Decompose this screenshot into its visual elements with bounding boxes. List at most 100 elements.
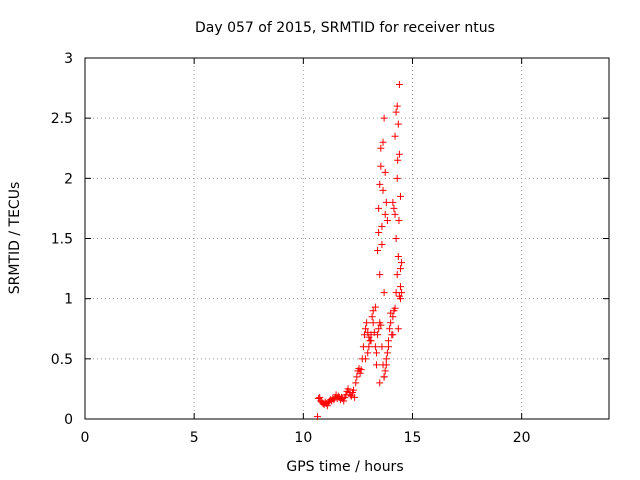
data-point xyxy=(357,366,365,374)
data-point xyxy=(382,355,390,363)
y-axis-label: SRMTID / TECUs xyxy=(7,182,23,295)
data-point xyxy=(398,259,406,267)
data-point xyxy=(356,369,364,377)
data-point xyxy=(372,361,380,369)
y-tick-label: 0 xyxy=(64,412,73,428)
data-point xyxy=(395,80,403,88)
x-axis-label: GPS time / hours xyxy=(286,459,403,475)
data-point xyxy=(389,198,397,206)
data-point xyxy=(391,304,399,312)
data-point xyxy=(395,150,403,158)
data-point xyxy=(364,349,372,357)
data-point xyxy=(392,108,400,116)
data-points xyxy=(314,80,406,421)
y-tick-label: 3 xyxy=(64,51,73,67)
data-point xyxy=(396,265,404,273)
x-tick-label: 0 xyxy=(81,430,90,446)
data-point xyxy=(374,331,382,339)
data-point xyxy=(340,397,348,405)
data-point xyxy=(380,114,388,122)
data-point xyxy=(362,325,370,333)
x-tick-label: 5 xyxy=(190,430,199,446)
data-point xyxy=(379,138,387,146)
y-tick-label: 1.5 xyxy=(51,232,73,248)
tick-labels: 0 5 10 15 20 0 0.5 1 1.5 2 2.5 3 xyxy=(51,51,531,446)
data-point xyxy=(371,343,379,351)
data-point xyxy=(383,216,391,224)
data-point xyxy=(393,271,401,279)
data-point xyxy=(396,192,404,200)
data-point xyxy=(377,321,385,329)
data-point xyxy=(367,337,375,345)
data-point xyxy=(362,355,370,363)
data-point xyxy=(353,373,361,381)
y-tick-label: 2 xyxy=(64,171,73,187)
data-point xyxy=(376,271,384,279)
data-point xyxy=(369,307,377,315)
data-point xyxy=(394,156,402,164)
data-point xyxy=(381,367,389,375)
data-point xyxy=(393,174,401,182)
y-tick-label: 1 xyxy=(64,292,73,308)
data-point xyxy=(396,283,404,291)
data-point xyxy=(376,180,384,188)
data-point xyxy=(380,289,388,297)
data-point xyxy=(384,343,392,351)
data-point xyxy=(394,120,402,128)
data-point xyxy=(391,132,399,140)
data-point xyxy=(393,102,401,110)
data-point xyxy=(383,349,391,357)
data-point xyxy=(394,325,402,333)
data-point xyxy=(352,379,360,387)
data-point xyxy=(378,241,386,249)
data-point xyxy=(377,162,385,170)
data-point xyxy=(398,289,406,297)
plot-frame xyxy=(84,57,610,420)
x-tick-label: 10 xyxy=(294,430,312,446)
data-point xyxy=(351,393,359,401)
data-point xyxy=(316,393,324,401)
data-point xyxy=(347,392,355,400)
data-point xyxy=(389,331,397,339)
data-point xyxy=(378,222,386,230)
data-point xyxy=(381,210,389,218)
data-point xyxy=(378,343,386,351)
data-point xyxy=(363,319,371,327)
data-point xyxy=(382,198,390,206)
x-tick-label: 15 xyxy=(404,430,422,446)
data-point xyxy=(323,402,331,410)
data-point xyxy=(387,319,395,327)
data-point xyxy=(314,413,322,421)
data-point xyxy=(391,210,399,218)
data-point xyxy=(395,216,403,224)
data-point xyxy=(394,253,402,261)
x-tick-label: 20 xyxy=(513,430,531,446)
data-point xyxy=(368,313,376,321)
data-point xyxy=(386,325,394,333)
data-point xyxy=(375,204,383,212)
data-point xyxy=(365,343,373,351)
data-point xyxy=(334,392,342,400)
data-point xyxy=(375,228,383,236)
data-point xyxy=(371,303,379,311)
y-tick-label: 0.5 xyxy=(51,352,73,368)
data-point xyxy=(380,373,388,381)
data-point xyxy=(381,168,389,176)
chart-title: Day 057 of 2015, SRMTID for receiver ntu… xyxy=(195,20,495,36)
data-point xyxy=(374,247,382,255)
data-point xyxy=(396,295,404,303)
data-point xyxy=(390,204,398,212)
gridlines xyxy=(85,58,609,419)
data-point xyxy=(350,386,358,394)
data-point xyxy=(369,319,377,327)
data-point xyxy=(372,349,380,357)
data-point xyxy=(382,361,390,369)
data-point xyxy=(375,325,383,333)
data-point xyxy=(377,144,385,152)
y-tick-label: 2.5 xyxy=(51,111,73,127)
data-point xyxy=(392,235,400,242)
data-point xyxy=(389,313,397,321)
data-point xyxy=(379,186,387,194)
